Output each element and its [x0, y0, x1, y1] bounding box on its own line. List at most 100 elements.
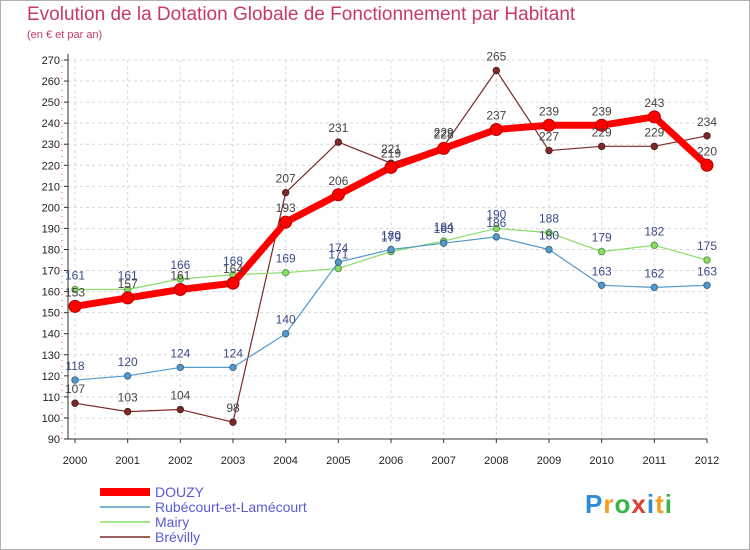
data-label-br-villy: 98 — [226, 401, 240, 415]
data-point-mairy — [650, 241, 659, 249]
logo-letter: x — [631, 489, 647, 519]
data-label-rub-court-et-lam-court: 140 — [276, 313, 296, 327]
y-tick-label: 180 — [42, 245, 60, 257]
y-tick-label: 90 — [48, 434, 60, 446]
y-tick-label: 230 — [42, 139, 60, 151]
data-point-rub-court-et-lam-court — [281, 330, 290, 338]
x-tick-label: 2001 — [115, 455, 139, 467]
x-tick-label: 2011 — [643, 455, 667, 467]
y-tick-label: 100 — [42, 413, 60, 425]
data-point-rub-court-et-lam-court — [387, 245, 395, 254]
legend-label-mairy: Mairy — [155, 514, 189, 530]
y-tick-label: 250 — [42, 97, 60, 109]
data-label-rub-court-et-lam-court: 124 — [170, 346, 190, 360]
data-label-rub-court-et-lam-court: 162 — [644, 266, 664, 280]
data-point-mairy — [545, 228, 553, 237]
data-point-br-villy — [597, 142, 606, 151]
data-point-douzy — [489, 122, 503, 136]
data-point-rub-court-et-lam-court — [492, 233, 501, 241]
data-label-mairy: 169 — [276, 252, 296, 266]
data-label-mairy: 179 — [592, 231, 612, 245]
data-point-rub-court-et-lam-court — [71, 376, 79, 384]
data-label-br-villy: 104 — [170, 389, 190, 403]
data-label-br-villy: 265 — [486, 50, 506, 64]
data-label-rub-court-et-lam-court: 174 — [328, 241, 348, 255]
data-point-rub-court-et-lam-court — [439, 239, 448, 247]
data-label-douzy: 228 — [434, 127, 454, 141]
logo-letter: t — [655, 489, 665, 519]
data-label-douzy: 157 — [118, 277, 138, 291]
data-label-br-villy: 229 — [644, 125, 664, 139]
data-point-douzy — [226, 276, 240, 290]
data-point-mairy — [597, 247, 606, 256]
data-label-mairy: 171 — [328, 247, 348, 261]
y-tick-label: 220 — [42, 160, 60, 172]
data-label-mairy: 188 — [539, 212, 559, 226]
x-tick-label: 2003 — [221, 455, 245, 467]
data-point-douzy — [279, 215, 293, 229]
data-point-rub-court-et-lam-court — [545, 245, 553, 254]
data-label-mairy: 168 — [223, 254, 243, 268]
y-tick-label: 260 — [42, 76, 60, 88]
data-point-mairy — [281, 268, 290, 277]
x-tick-label: 2010 — [589, 455, 613, 467]
x-tick-label: 2002 — [168, 455, 192, 467]
x-tick-label: 2004 — [273, 455, 297, 467]
data-label-mairy: 184 — [434, 220, 454, 234]
logo-letter: i — [664, 489, 673, 519]
data-label-rub-court-et-lam-court: 183 — [434, 222, 454, 236]
y-tick-label: 110 — [42, 392, 60, 404]
data-point-douzy — [437, 141, 451, 155]
data-label-douzy: 161 — [170, 269, 190, 283]
data-point-douzy — [68, 299, 82, 313]
y-tick-label: 240 — [42, 118, 60, 130]
data-point-br-villy — [71, 399, 79, 407]
data-label-rub-court-et-lam-court: 180 — [381, 229, 401, 243]
data-label-rub-court-et-lam-court: 186 — [486, 216, 506, 230]
data-point-br-villy — [229, 418, 237, 426]
legend-label-rub-court-et-lam-court: Rubécourt-et-Lamécourt — [155, 499, 307, 515]
data-point-br-villy — [650, 142, 659, 151]
data-point-br-villy — [703, 132, 711, 140]
data-point-br-villy — [545, 146, 553, 155]
data-label-rub-court-et-lam-court: 163 — [697, 264, 717, 278]
data-point-douzy — [647, 110, 661, 124]
data-label-br-villy: 227 — [539, 130, 559, 144]
data-label-douzy: 153 — [65, 285, 85, 299]
x-tick-label: 2008 — [484, 455, 508, 467]
proxiti-logo: Proxiti — [585, 489, 673, 520]
data-label-mairy: 161 — [65, 269, 85, 283]
data-label-br-villy: 221 — [381, 142, 401, 156]
y-tick-label: 120 — [42, 371, 60, 383]
x-tick-label: 2009 — [537, 455, 561, 467]
y-tick-label: 160 — [42, 287, 60, 299]
data-point-douzy — [595, 118, 609, 132]
data-label-mairy: 166 — [170, 258, 190, 272]
data-point-br-villy — [281, 188, 290, 197]
data-label-rub-court-et-lam-court: 124 — [223, 346, 243, 360]
data-label-rub-court-et-lam-court: 120 — [118, 355, 138, 369]
data-label-br-villy: 231 — [328, 121, 348, 135]
data-point-br-villy — [123, 407, 132, 416]
legend-label-br-villy: Brévilly — [155, 529, 200, 545]
data-point-mairy — [492, 224, 501, 233]
data-label-mairy: 179 — [381, 231, 401, 245]
x-tick-label: 2005 — [326, 455, 350, 467]
data-label-br-villy: 234 — [697, 115, 717, 129]
data-point-douzy — [173, 283, 187, 297]
y-tick-label: 190 — [42, 223, 60, 235]
logo-letter: i — [646, 489, 656, 519]
data-point-mairy — [176, 275, 185, 283]
data-label-br-villy: 229 — [592, 125, 612, 139]
data-label-mairy: 175 — [697, 239, 717, 253]
data-point-rub-court-et-lam-court — [229, 363, 237, 372]
data-point-douzy — [542, 118, 556, 132]
data-point-douzy — [700, 158, 714, 172]
data-point-rub-court-et-lam-court — [597, 281, 606, 289]
data-point-douzy — [121, 291, 135, 305]
data-label-mairy: 161 — [118, 269, 138, 283]
data-label-br-villy: 229 — [434, 125, 454, 139]
